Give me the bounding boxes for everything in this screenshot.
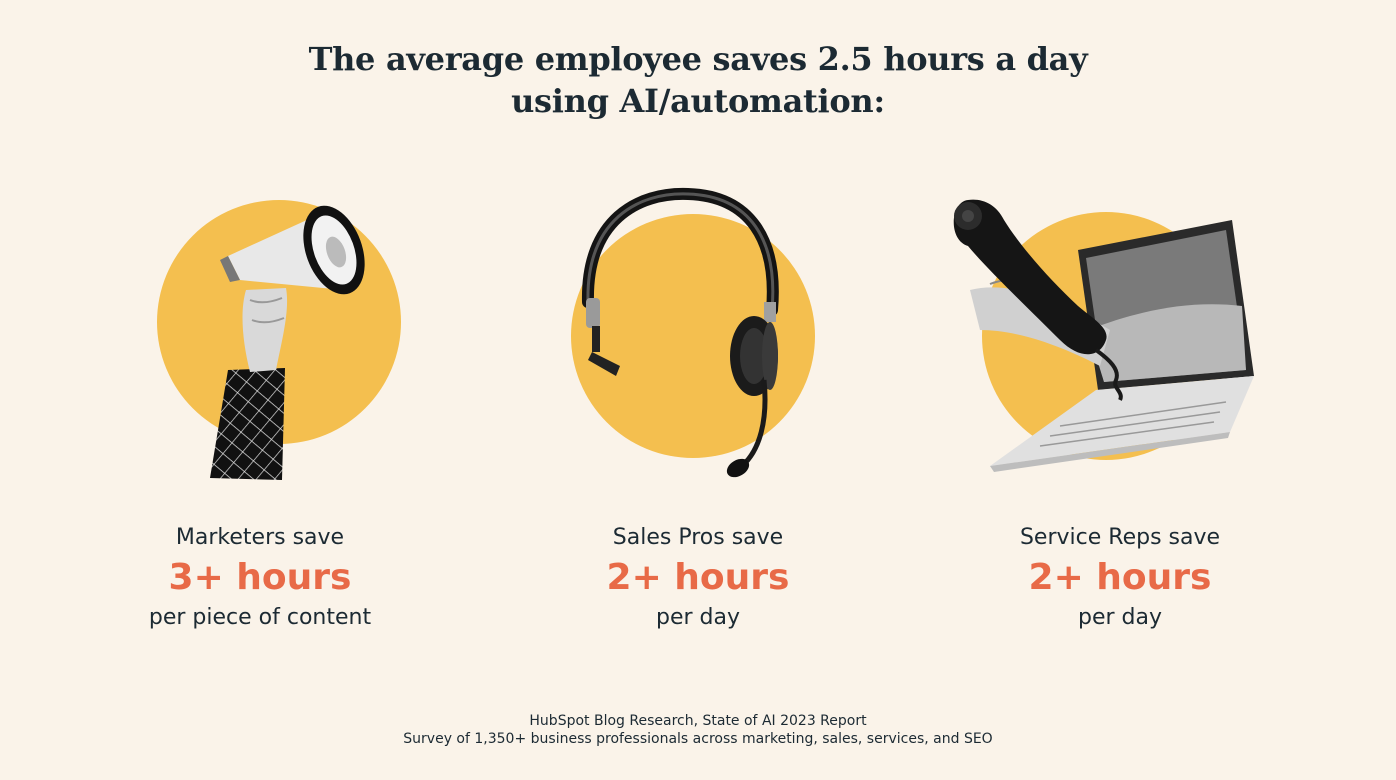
- stat-detail: per piece of content: [148, 605, 372, 630]
- phone-laptop-icon: [910, 180, 1330, 500]
- stat-detail: per day: [655, 605, 740, 630]
- source-line-2: Survey of 1,350+ business professionals …: [403, 731, 993, 747]
- stat-text-sales-pros: Sales Pros save 2+ hours per day: [488, 522, 908, 634]
- stat-value: 2+ hours: [1028, 557, 1212, 598]
- page-title: The average employee saves 2.5 hours a d…: [0, 38, 1396, 122]
- source-line-1: HubSpot Blog Research, State of AI 2023 …: [529, 713, 867, 729]
- stat-text-service-reps: Service Reps save 2+ hours per day: [910, 522, 1330, 634]
- stat-lead: Sales Pros save: [612, 525, 784, 550]
- stat-text-marketers: Marketers save 3+ hours per piece of con…: [50, 522, 470, 634]
- stat-value: 3+ hours: [168, 557, 352, 598]
- title-line-2: using AI/automation:: [511, 82, 885, 120]
- stat-value: 2+ hours: [606, 557, 790, 598]
- stat-lead: Marketers save: [175, 525, 345, 550]
- title-line-1: The average employee saves 2.5 hours a d…: [308, 40, 1088, 78]
- stat-lead: Service Reps save: [1019, 525, 1221, 550]
- source-citation: HubSpot Blog Research, State of AI 2023 …: [0, 712, 1396, 748]
- headset-icon: [488, 180, 908, 500]
- megaphone-icon: [50, 180, 470, 500]
- stat-detail: per day: [1077, 605, 1162, 630]
